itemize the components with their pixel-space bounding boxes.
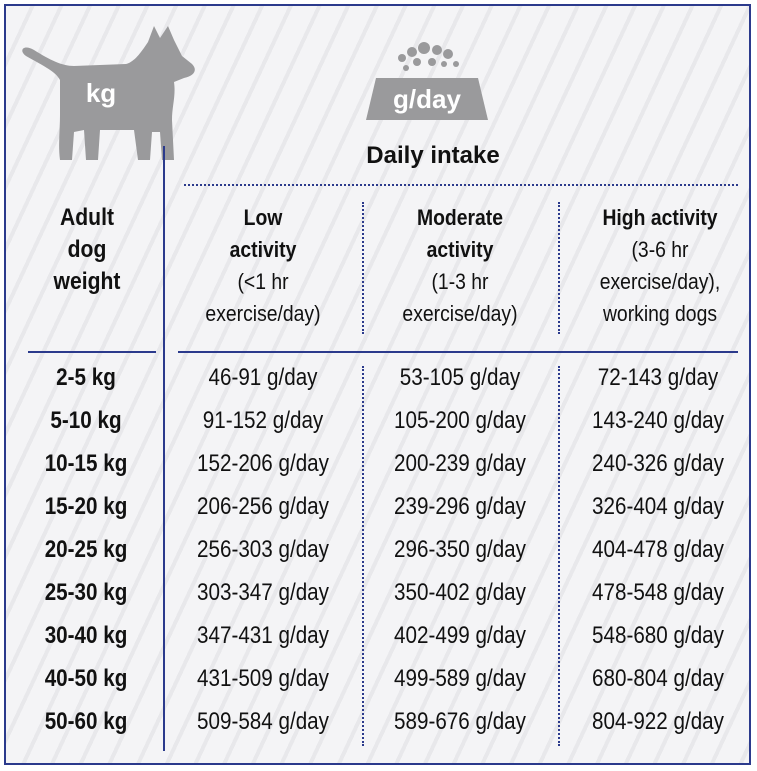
low-activity-cell: 303-347 g/day [197, 579, 329, 606]
dog-weight-unit-label: kg [85, 78, 117, 108]
high-activity-cell: 680-804 g/day [592, 665, 724, 692]
moderate-activity-cell: 499-589 g/day [394, 665, 526, 692]
weight-cell: 5-10 kg [50, 407, 122, 434]
column-title: activity [229, 237, 297, 262]
dotted-divider-3 [362, 366, 364, 746]
column-detail: (<1 hr [237, 269, 289, 294]
low-activity-cell: 509-584 g/day [197, 708, 329, 735]
bowl-unit-label: g/day [393, 84, 461, 114]
header-rule-left [28, 351, 156, 353]
table-row: 10-15 kg 152-206 g/day 200-239 g/day 240… [6, 450, 749, 493]
table-row: 20-25 kg 256-303 g/day 296-350 g/day 404… [6, 536, 749, 579]
moderate-activity-header: Moderate activity (1-3 hr exercise/day) [379, 202, 541, 330]
high-activity-cell: 804-922 g/day [592, 708, 724, 735]
column-title: activity [426, 237, 494, 262]
moderate-activity-cell: 53-105 g/day [399, 364, 521, 391]
high-activity-cell: 143-240 g/day [592, 407, 724, 434]
table-row: 2-5 kg 46-91 g/day 53-105 g/day 72-143 g… [6, 364, 749, 407]
table-row: 5-10 kg 91-152 g/day 105-200 g/day 143-2… [6, 407, 749, 450]
moderate-activity-cell: 239-296 g/day [394, 493, 526, 520]
table-row: 50-60 kg 509-584 g/day 589-676 g/day 804… [6, 708, 749, 751]
column-detail: (1-3 hr [431, 269, 489, 294]
column-title: Moderate [416, 205, 504, 230]
high-activity-cell: 72-143 g/day [597, 364, 719, 391]
moderate-activity-cell: 105-200 g/day [394, 407, 526, 434]
column-title: High activity [602, 205, 718, 230]
weight-cell: 2-5 kg [56, 364, 116, 391]
low-activity-cell: 46-91 g/day [208, 364, 318, 391]
weight-cell: 25-30 kg [44, 579, 128, 606]
column-detail: exercise/day), [599, 269, 721, 294]
column-detail: exercise/day) [205, 301, 321, 326]
high-activity-cell: 240-326 g/day [592, 450, 724, 477]
dotted-divider-1 [362, 202, 364, 334]
header-rule-right [178, 351, 738, 353]
weight-header-line: Adult [60, 204, 114, 231]
moderate-activity-cell: 200-239 g/day [394, 450, 526, 477]
high-activity-cell: 478-548 g/day [592, 579, 724, 606]
weight-cell: 50-60 kg [44, 708, 128, 735]
low-activity-cell: 152-206 g/day [197, 450, 329, 477]
weight-cell: 30-40 kg [44, 622, 128, 649]
column-detail: exercise/day) [402, 301, 518, 326]
dotted-divider-4 [558, 366, 560, 746]
low-activity-cell: 347-431 g/day [197, 622, 329, 649]
moderate-activity-cell: 402-499 g/day [394, 622, 526, 649]
weight-header-line: dog [67, 236, 107, 263]
dotted-divider-2 [558, 202, 560, 334]
moderate-activity-cell: 350-402 g/day [394, 579, 526, 606]
daily-intake-heading: Daily intake [366, 142, 500, 169]
table-row: 40-50 kg 431-509 g/day 499-589 g/day 680… [6, 665, 749, 708]
weight-cell: 10-15 kg [44, 450, 128, 477]
low-activity-cell: 256-303 g/day [197, 536, 329, 563]
moderate-activity-cell: 296-350 g/day [394, 536, 526, 563]
high-activity-cell: 326-404 g/day [592, 493, 724, 520]
column-detail: working dogs [602, 301, 718, 326]
low-activity-cell: 206-256 g/day [197, 493, 329, 520]
low-activity-cell: 91-152 g/day [202, 407, 324, 434]
moderate-activity-cell: 589-676 g/day [394, 708, 526, 735]
low-activity-header: Low activity (<1 hr exercise/day) [183, 202, 343, 330]
feeding-chart: kg g/day Daily intake Adult dog weight L… [4, 4, 751, 765]
high-activity-cell: 548-680 g/day [592, 622, 724, 649]
vertical-divider [163, 146, 165, 751]
food-bowl-icon [366, 42, 488, 120]
high-activity-header: High activity (3-6 hr exercise/day), wor… [567, 202, 749, 330]
weight-cell: 20-25 kg [44, 536, 128, 563]
table-row: 15-20 kg 206-256 g/day 239-296 g/day 326… [6, 493, 749, 536]
dog-icon [22, 26, 195, 160]
dotted-divider-horizontal [184, 184, 738, 186]
low-activity-cell: 431-509 g/day [197, 665, 329, 692]
column-detail: (3-6 hr [631, 237, 689, 262]
high-activity-cell: 404-478 g/day [592, 536, 724, 563]
column-title: Low [243, 205, 283, 230]
table-row: 30-40 kg 347-431 g/day 402-499 g/day 548… [6, 622, 749, 665]
weight-column-header: Adult dog weight [30, 202, 144, 298]
weight-cell: 15-20 kg [44, 493, 128, 520]
table-row: 25-30 kg 303-347 g/day 350-402 g/day 478… [6, 579, 749, 622]
weight-cell: 40-50 kg [44, 665, 128, 692]
weight-header-line: weight [53, 268, 121, 295]
